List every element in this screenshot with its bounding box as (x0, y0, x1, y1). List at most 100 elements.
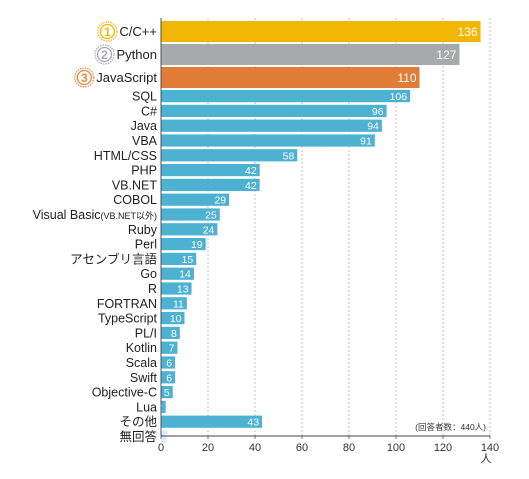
bar (161, 178, 260, 191)
category-label: Scala (126, 356, 157, 370)
bar-value-label: 6 (166, 358, 172, 370)
category-label: Python (117, 47, 157, 62)
category-label: VBA (132, 134, 158, 148)
bar (161, 371, 176, 384)
x-tick-label: 100 (387, 442, 405, 454)
bar-value-label: 25 (205, 210, 217, 222)
x-tick-label: 140 (481, 442, 499, 454)
rank-medal-icon (74, 67, 95, 88)
category-label: COBOL (113, 193, 157, 207)
bar-value-label: 29 (214, 195, 226, 207)
bar (161, 400, 166, 413)
x-axis-unit: 人 (481, 452, 492, 465)
category-label: PHP (131, 164, 157, 178)
bar-value-label: 42 (245, 165, 257, 177)
bar-value-label: 110 (397, 71, 416, 85)
category-label-suffix: (VB.NET以外) (100, 210, 157, 221)
bar (161, 67, 420, 88)
bar-value-label: 5 (164, 387, 170, 399)
rank-number: 1 (104, 25, 111, 39)
bar-value-label: 136 (458, 25, 478, 39)
bar-value-label: 11 (173, 298, 184, 310)
bar-value-label: 19 (191, 239, 203, 251)
x-tick-label: 60 (296, 442, 308, 454)
bar-value-label: 96 (372, 106, 384, 118)
bar (161, 90, 411, 103)
rank-number: 3 (81, 71, 88, 85)
bar-value-label: 94 (367, 121, 379, 133)
x-tick-label: 80 (343, 442, 355, 454)
bars: 1361271101069694915842422925241915141311… (157, 21, 481, 444)
bar (161, 223, 218, 236)
category-label: Lua (136, 400, 157, 414)
category-label: SQL (132, 90, 157, 104)
bar (161, 164, 260, 177)
bar (161, 252, 197, 265)
x-tick-label: 20 (202, 442, 214, 454)
rank-number: 2 (101, 48, 108, 62)
category-label: HTML/CSS (94, 149, 157, 163)
bar-value-label: 10 (170, 313, 182, 325)
rank-medal-inner (76, 69, 92, 86)
rank-medal-inner (99, 23, 116, 40)
x-tick-label: 120 (434, 442, 452, 454)
bar-value-label: 8 (171, 328, 177, 340)
bar-value-label: 6 (166, 372, 172, 384)
category-label: Kotlin (126, 341, 157, 355)
category-label: PL/I (135, 326, 157, 340)
category-label: Swift (130, 371, 158, 385)
x-tick-label: 40 (249, 442, 261, 454)
bar-value-label: 24 (203, 224, 215, 236)
category-label: C/C++ (119, 24, 157, 39)
bar-value-label: 106 (390, 91, 408, 103)
category-label: Java (131, 119, 157, 133)
bar (161, 208, 220, 221)
bar (161, 430, 167, 443)
category-label: TypeScript (98, 312, 158, 326)
bar (161, 238, 206, 251)
bar (161, 312, 185, 325)
category-label-main: Visual Basic (33, 208, 101, 222)
bar (161, 104, 387, 117)
bar-value-label: 43 (247, 417, 259, 429)
bar (161, 193, 230, 206)
bar (161, 149, 298, 162)
bar (161, 386, 173, 399)
category-label: JavaScript (96, 70, 157, 85)
bar-value-label: 1 (164, 432, 170, 444)
bar (161, 341, 178, 354)
bar-value-label: 13 (177, 284, 189, 296)
bar-value-label: 14 (179, 269, 191, 281)
bar (161, 119, 382, 132)
category-label: 無回答 (119, 429, 157, 444)
bar-value-label: 91 (360, 136, 372, 148)
bar (161, 134, 375, 147)
category-labels: C/C++ 1 Python 2 JavaScript 3 SQLC#JavaVBAHTML… (33, 21, 158, 444)
bar-value-label: 7 (169, 343, 175, 355)
category-label: Visual Basic(VB.NET以外) (33, 208, 157, 222)
respondent-note: (回答者数：440人) (415, 422, 486, 432)
category-label: R (148, 282, 157, 296)
category-label: アセンブリ言語 (70, 251, 157, 266)
bar (161, 21, 481, 42)
bar (161, 297, 187, 310)
bar (161, 415, 263, 428)
category-label: その他 (119, 415, 157, 429)
category-label: C# (141, 104, 157, 118)
category-label: Objective-C (92, 386, 157, 400)
bar (161, 356, 176, 369)
bar-value-label: 15 (182, 254, 194, 266)
bar-value-label: 2 (157, 402, 163, 414)
rank-medal-icon (97, 21, 118, 42)
bar (161, 326, 180, 339)
bar-value-label: 58 (283, 150, 295, 162)
category-label: Go (140, 267, 157, 281)
rank-medal-icon (94, 44, 115, 65)
category-label: VB.NET (112, 178, 158, 192)
x-tick-label: 0 (158, 442, 164, 454)
category-label: FORTRAN (97, 297, 157, 311)
bar-value-label: 42 (245, 180, 257, 192)
x-axis: 0 20 40 60 80 100 120 140 (158, 18, 499, 454)
category-label: Ruby (128, 223, 158, 237)
